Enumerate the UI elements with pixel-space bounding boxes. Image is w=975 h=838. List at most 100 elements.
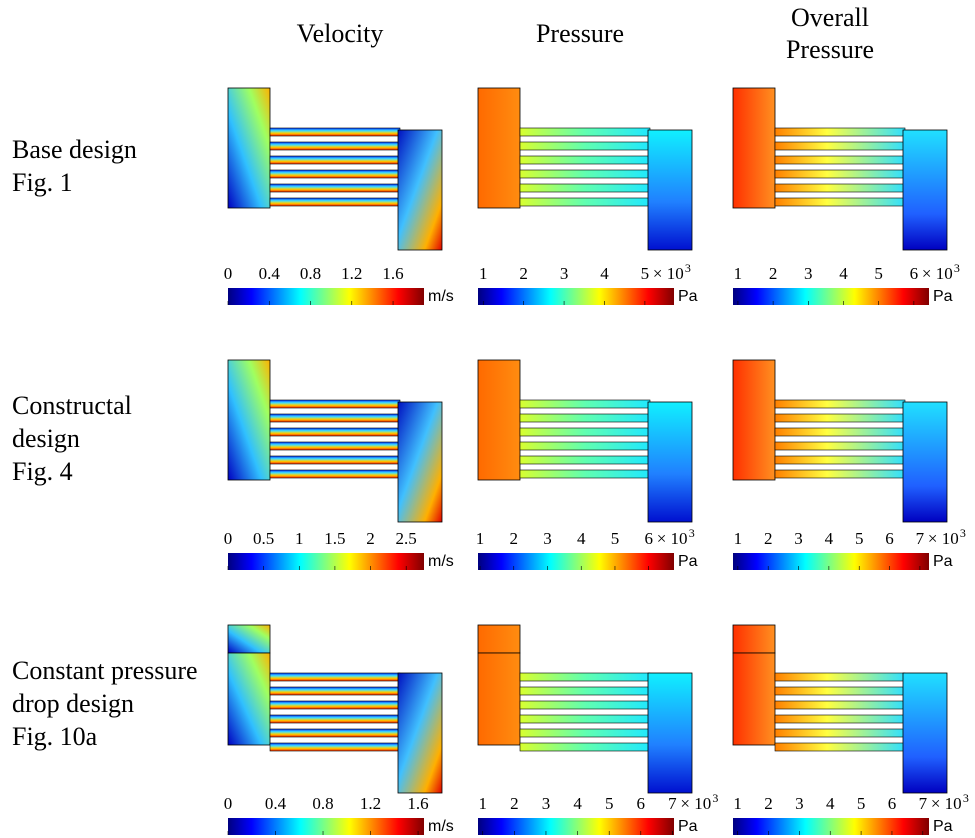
colorbar-tick-label: 4	[600, 264, 609, 283]
colorbar-tick-label: 1.5	[324, 529, 345, 548]
colorbar-tick-label: 1	[476, 529, 485, 548]
column-header: Overall	[791, 3, 869, 32]
channel	[270, 170, 400, 178]
colorbar-tick-label: 4	[577, 529, 586, 548]
inlet	[228, 88, 270, 208]
channel	[270, 428, 400, 436]
multiplier: × 10	[922, 264, 953, 283]
field-plot	[733, 360, 947, 522]
channel	[775, 414, 905, 422]
colorbar	[733, 818, 929, 835]
channel	[520, 414, 650, 422]
colorbar-tick-label: 5	[855, 529, 864, 548]
channel	[270, 470, 400, 478]
exponent: 3	[685, 261, 691, 275]
field-plot	[228, 88, 442, 250]
field-plot	[733, 625, 947, 793]
channel	[270, 142, 400, 150]
column-header: Velocity	[297, 19, 384, 48]
colorbar	[228, 553, 424, 570]
colorbar-tick-label: 7	[919, 794, 928, 813]
colorbar-tick-label: 1	[478, 794, 487, 813]
inlet	[733, 88, 775, 208]
colorbar-tick-label: 2.5	[396, 529, 417, 548]
field-plot	[228, 360, 442, 522]
colorbar-tick-label: 2	[764, 529, 773, 548]
colorbar	[733, 288, 929, 305]
channel	[520, 729, 650, 737]
colorbar-tick-label: 7	[916, 529, 925, 548]
colorbar-tick-label: 3	[795, 794, 804, 813]
colorbar-tick-label: 1	[734, 264, 743, 283]
colorbar-tick-label: 4	[573, 794, 582, 813]
exponent: 3	[689, 526, 695, 540]
row-label: Fig. 1	[12, 168, 73, 197]
inlet	[733, 625, 775, 653]
channel	[775, 743, 905, 751]
channel	[520, 128, 650, 136]
inlet	[478, 360, 520, 480]
channel	[775, 715, 905, 723]
colorbar-tick-label: 6	[644, 529, 653, 548]
outlet	[903, 130, 947, 250]
channel	[520, 701, 650, 709]
inlet	[478, 625, 520, 653]
colorbar	[733, 553, 929, 570]
channel	[270, 687, 400, 695]
unit: Pa	[678, 553, 698, 570]
column-header: Pressure	[786, 35, 874, 64]
channel	[775, 729, 905, 737]
channel	[270, 414, 400, 422]
channel	[270, 729, 400, 737]
colorbar-tick-label: 5	[605, 794, 614, 813]
channel	[775, 687, 905, 695]
channel	[520, 184, 650, 192]
manifold	[478, 653, 520, 745]
channel	[775, 701, 905, 709]
colorbar-tick-label: 5	[857, 794, 866, 813]
row-label: Fig. 4	[12, 457, 73, 486]
field-plot	[478, 360, 692, 522]
exponent: 3	[960, 526, 966, 540]
inlet	[733, 360, 775, 480]
multiplier: × 10	[928, 529, 959, 548]
multiplier: × 10	[657, 529, 688, 548]
colorbar-tick-label: 3	[542, 794, 551, 813]
channel	[775, 142, 905, 150]
exponent: 3	[712, 791, 718, 805]
outlet	[648, 673, 692, 793]
channel	[520, 687, 650, 695]
outlet	[648, 402, 692, 522]
outlet	[398, 673, 442, 793]
colorbar	[228, 818, 424, 835]
exponent: 3	[954, 261, 960, 275]
colorbar-tick-label: 0.8	[312, 794, 333, 813]
colorbar-tick-label: 6	[888, 794, 897, 813]
exponent: 3	[963, 791, 969, 805]
channel	[520, 198, 650, 206]
outlet	[648, 130, 692, 250]
colorbar-tick-label: 4	[825, 529, 834, 548]
colorbar-tick-label: 2	[769, 264, 778, 283]
channel	[775, 128, 905, 136]
colorbar-tick-label: 0.5	[253, 529, 274, 548]
figure: VelocityPressureOverallPressureBase desi…	[0, 0, 975, 838]
column-header: Pressure	[536, 19, 624, 48]
colorbar-tick-label: 0.8	[300, 264, 321, 283]
outlet	[398, 402, 442, 522]
multiplier: × 10	[931, 794, 962, 813]
colorbar-tick-label: 4	[839, 264, 848, 283]
unit: Pa	[678, 818, 698, 835]
colorbar-tick-label: 1	[295, 529, 304, 548]
outlet	[903, 673, 947, 793]
channel	[270, 128, 400, 136]
colorbar-tick-label: 3	[804, 264, 813, 283]
colorbar-tick-label: 6	[910, 264, 919, 283]
channel	[775, 156, 905, 164]
row-label: design	[12, 424, 80, 453]
colorbar-tick-label: 2	[519, 264, 528, 283]
colorbar-tick-label: 1	[479, 264, 488, 283]
unit: m/s	[428, 288, 454, 305]
outlet	[398, 130, 442, 250]
field-plot	[733, 88, 947, 250]
